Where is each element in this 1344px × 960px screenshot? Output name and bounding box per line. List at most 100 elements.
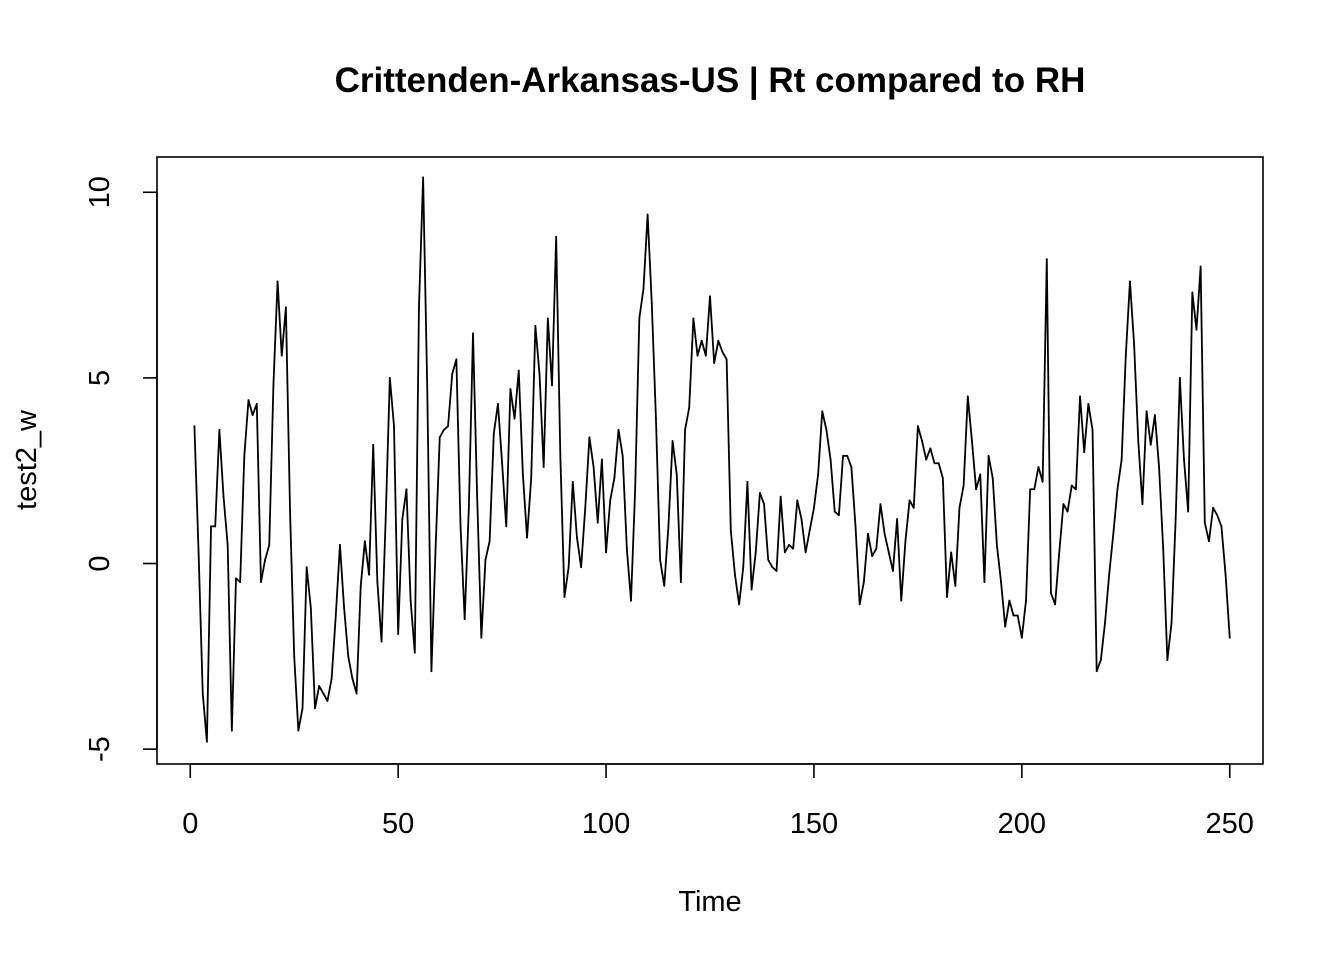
data-point (397, 633, 400, 635)
data-point (842, 454, 844, 457)
data-point (542, 466, 545, 468)
data-point (322, 692, 325, 695)
data-point (605, 551, 607, 554)
data-point (1116, 488, 1119, 491)
data-point (467, 506, 470, 509)
data-point (1029, 488, 1032, 491)
data-point (546, 317, 549, 320)
data-point (871, 555, 874, 557)
data-point (596, 521, 599, 524)
data-point (1203, 521, 1206, 524)
data-point (567, 566, 570, 569)
data-point (538, 373, 541, 376)
data-point (459, 525, 462, 528)
x-tick-label: 150 (790, 808, 838, 840)
data-point (742, 566, 745, 569)
data-point (821, 410, 824, 413)
data-point (1041, 480, 1044, 483)
data-point (829, 458, 832, 461)
data-point (521, 473, 524, 476)
data-point (713, 362, 716, 364)
data-point (946, 596, 948, 598)
data-point (1083, 451, 1086, 454)
data-point (1208, 540, 1210, 543)
data-point (846, 454, 849, 457)
data-point (1170, 622, 1173, 624)
data-point (1162, 547, 1165, 550)
data-point (517, 369, 520, 372)
data-point (921, 440, 923, 442)
data-point (413, 651, 416, 654)
data-point (368, 573, 370, 576)
data-point (1033, 488, 1036, 491)
data-point (966, 395, 969, 398)
data-point (655, 417, 657, 420)
data-point (725, 358, 728, 361)
data-point (297, 729, 300, 732)
data-point (975, 488, 978, 491)
data-point (788, 544, 790, 546)
data-point (351, 677, 354, 680)
x-tick-label: 250 (1206, 808, 1254, 840)
data-point (388, 377, 391, 379)
data-point (497, 402, 499, 405)
data-point (1129, 280, 1131, 283)
data-point (289, 510, 291, 513)
data-point (318, 685, 321, 687)
data-point (376, 581, 379, 583)
data-point (293, 655, 296, 658)
data-point (363, 540, 366, 543)
data-point (576, 536, 578, 539)
y-tick-label: -5 (84, 736, 116, 762)
data-point (995, 544, 998, 546)
data-point (260, 581, 262, 583)
data-point (480, 636, 483, 639)
data-point (1191, 291, 1194, 294)
data-point (941, 477, 944, 480)
y-axis: -5 0 5 10 (84, 176, 158, 762)
data-point (422, 176, 425, 179)
data-point (551, 384, 553, 387)
data-point (675, 473, 678, 476)
data-point (1099, 659, 1102, 661)
data-point (729, 529, 732, 532)
data-point (488, 540, 491, 543)
data-point (588, 436, 591, 439)
data-point (1066, 510, 1069, 513)
data-point (991, 477, 994, 480)
data-point (916, 425, 919, 428)
data-point (380, 640, 383, 643)
data-point (813, 506, 815, 509)
data-point (584, 506, 587, 509)
data-point (1216, 514, 1219, 517)
data-point (309, 607, 312, 609)
data-point (613, 477, 616, 480)
data-point (663, 584, 666, 587)
data-point (763, 503, 765, 506)
y-tick-label: 10 (84, 176, 116, 208)
x-tick-label: 100 (582, 808, 630, 840)
data-point (684, 428, 686, 431)
data-point (754, 551, 757, 554)
data-point (1104, 622, 1106, 624)
data-points (193, 176, 1231, 743)
data-point (1212, 506, 1215, 509)
data-point (1004, 625, 1007, 628)
data-point (688, 406, 691, 409)
data-point (954, 584, 957, 587)
data-point (1020, 636, 1023, 639)
data-point (1058, 551, 1061, 554)
data-point (1045, 258, 1048, 260)
data-point (476, 495, 479, 498)
data-point (933, 462, 936, 465)
data-point (1228, 636, 1231, 639)
data-point (284, 306, 287, 309)
data-point (201, 692, 204, 695)
data-point (609, 499, 612, 502)
data-point (1183, 458, 1185, 461)
data-point (929, 447, 932, 450)
data-point (214, 525, 217, 528)
data-point (513, 417, 516, 420)
data-point (243, 454, 246, 457)
data-point (783, 551, 786, 554)
